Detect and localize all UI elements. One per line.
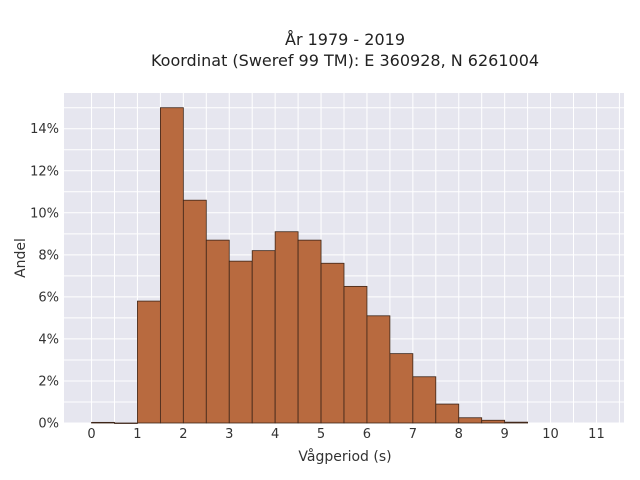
histogram-bar — [274, 231, 299, 424]
histogram-bar — [458, 417, 483, 424]
histogram-bar — [320, 262, 345, 424]
histogram-bar — [91, 421, 115, 424]
x-tick-label: 7 — [409, 427, 417, 442]
x-tick-label: 1 — [133, 427, 141, 442]
y-tick-label: 4% — [38, 332, 59, 347]
histogram-bar — [297, 239, 322, 424]
histogram-bar — [114, 422, 138, 424]
histogram-bar — [366, 315, 391, 424]
x-tick-label: 3 — [225, 427, 233, 442]
x-tick-label: 2 — [179, 427, 187, 442]
histogram-bar — [481, 419, 506, 424]
y-axis-ticks: 0% 2% 4% 6% 8% 10% 12% 14% — [30, 122, 59, 431]
histogram-bar — [159, 107, 184, 424]
x-axis-label: Vågperiod (s) — [298, 448, 391, 465]
histogram-bar — [137, 300, 161, 424]
y-tick-label: 0% — [38, 417, 59, 432]
histogram-bar — [343, 285, 368, 424]
x-tick-label: 10 — [542, 427, 559, 442]
y-axis-label: Andel — [13, 238, 29, 278]
x-tick-label: 11 — [588, 427, 605, 442]
x-tick-label: 0 — [87, 427, 95, 442]
y-tick-label: 8% — [38, 248, 59, 263]
chart-title: År 1979 - 2019 — [285, 30, 405, 49]
x-tick-label: 5 — [317, 427, 325, 442]
histogram-bar — [182, 199, 207, 424]
x-tick-label: 9 — [501, 427, 509, 442]
histogram-bar — [251, 250, 276, 424]
histogram-bar — [228, 260, 253, 424]
histogram-bar — [504, 421, 529, 424]
chart-subtitle: Koordinat (Sweref 99 TM): E 360928, N 62… — [151, 51, 539, 70]
y-tick-label: 6% — [38, 290, 59, 305]
histogram-bar — [389, 353, 414, 424]
histogram-bar — [205, 239, 230, 424]
x-tick-label: 6 — [363, 427, 371, 442]
bars — [91, 107, 529, 424]
x-axis-ticks: 0 1 2 3 4 5 6 7 8 9 10 11 — [87, 427, 604, 442]
x-tick-label: 8 — [455, 427, 463, 442]
histogram-bar — [412, 376, 437, 424]
y-tick-label: 10% — [30, 206, 59, 221]
y-tick-label: 2% — [38, 374, 59, 389]
y-tick-label: 14% — [30, 122, 59, 137]
x-tick-label: 4 — [271, 427, 279, 442]
y-tick-label: 12% — [30, 164, 59, 179]
histogram-bar — [435, 403, 460, 424]
